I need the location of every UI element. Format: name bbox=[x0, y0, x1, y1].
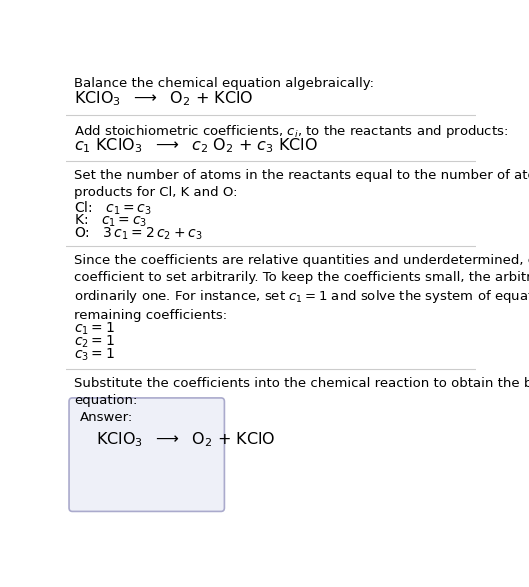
Text: Since the coefficients are relative quantities and underdetermined, choose a
coe: Since the coefficients are relative quan… bbox=[74, 254, 529, 322]
Text: $c_1 = 1$: $c_1 = 1$ bbox=[74, 321, 115, 337]
Text: Add stoichiometric coefficients, $c_i$, to the reactants and products:: Add stoichiometric coefficients, $c_i$, … bbox=[74, 123, 508, 140]
Text: Set the number of atoms in the reactants equal to the number of atoms in the
pro: Set the number of atoms in the reactants… bbox=[74, 169, 529, 199]
Text: Substitute the coefficients into the chemical reaction to obtain the balanced
eq: Substitute the coefficients into the che… bbox=[74, 377, 529, 407]
Text: KClO$_3$  $\longrightarrow$  O$_2$ + KClO: KClO$_3$ $\longrightarrow$ O$_2$ + KClO bbox=[96, 431, 275, 450]
Text: K:   $c_1 = c_3$: K: $c_1 = c_3$ bbox=[74, 213, 147, 230]
Text: O:   $3\,c_1 = 2\,c_2 + c_3$: O: $3\,c_1 = 2\,c_2 + c_3$ bbox=[74, 226, 203, 242]
Text: Answer:: Answer: bbox=[80, 411, 133, 424]
FancyBboxPatch shape bbox=[69, 398, 224, 511]
Text: $c_1$ KClO$_3$  $\longrightarrow$  $c_2$ O$_2$ + $c_3$ KClO: $c_1$ KClO$_3$ $\longrightarrow$ $c_2$ O… bbox=[74, 136, 318, 154]
Text: Balance the chemical equation algebraically:: Balance the chemical equation algebraica… bbox=[74, 76, 374, 90]
Text: KClO$_3$  $\longrightarrow$  O$_2$ + KClO: KClO$_3$ $\longrightarrow$ O$_2$ + KClO bbox=[74, 90, 253, 109]
Text: Cl:   $c_1 = c_3$: Cl: $c_1 = c_3$ bbox=[74, 200, 152, 217]
Text: $c_2 = 1$: $c_2 = 1$ bbox=[74, 334, 115, 350]
Text: $c_3 = 1$: $c_3 = 1$ bbox=[74, 347, 115, 363]
